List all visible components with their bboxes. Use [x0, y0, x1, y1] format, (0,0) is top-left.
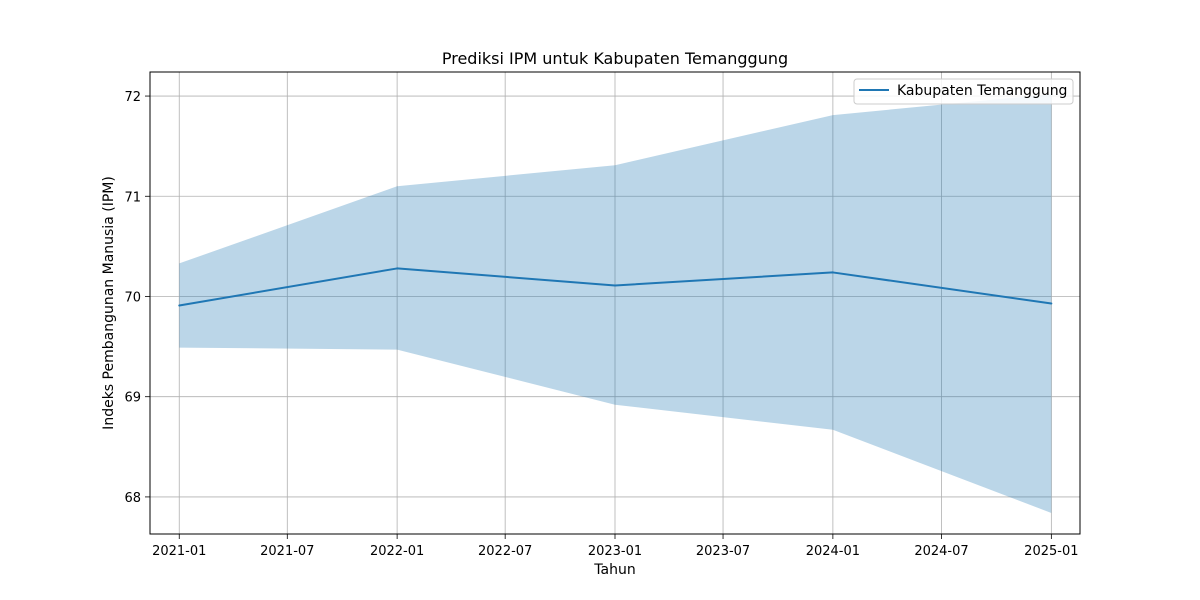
- data-point: [831, 271, 834, 274]
- x-tick-label: 2021-01: [152, 544, 206, 559]
- x-tick-label: 2024-01: [806, 544, 860, 559]
- y-axis-ticks: 68 69 70 71 72: [124, 90, 150, 506]
- legend-box: [853, 78, 1074, 105]
- data-point: [1050, 302, 1053, 305]
- x-tick-label: 2023-07: [696, 544, 750, 559]
- grid: [150, 72, 1080, 534]
- data-point: [614, 284, 616, 287]
- legend-label: Kabupaten Temanggung: [897, 83, 1067, 99]
- x-axis-ticks: 2021-01 2021-07 2022-01 2022-07 2023-01 2023-…: [152, 534, 1079, 559]
- x-tick-label: 2025-01: [1024, 544, 1078, 559]
- chart-title: Prediksi IPM untuk Kabupaten Temanggung: [442, 49, 788, 68]
- confidence-band-layer: [179, 94, 1052, 513]
- x-tick-label: 2023-01: [588, 544, 642, 559]
- x-axis-label: Tahun: [593, 562, 635, 578]
- confidence-band: [179, 94, 1052, 513]
- series-line-layer: [178, 267, 1053, 307]
- y-tick-label: 72: [124, 90, 141, 105]
- y-tick-label: 68: [124, 491, 141, 506]
- legend: Kabupaten Temanggung: [853, 78, 1074, 105]
- y-tick-label: 71: [124, 190, 141, 205]
- y-tick-label: 70: [124, 290, 141, 305]
- y-axis-label: Indeks Pembangunan Manusia (IPM): [101, 176, 117, 430]
- data-point: [396, 267, 399, 270]
- x-tick-label: 2022-01: [370, 544, 424, 559]
- data-point: [178, 304, 181, 307]
- x-tick-label: 2021-07: [260, 544, 314, 559]
- x-tick-label: 2022-07: [478, 544, 532, 559]
- x-tick-label: 2024-07: [914, 544, 968, 559]
- y-tick-label: 69: [124, 391, 141, 406]
